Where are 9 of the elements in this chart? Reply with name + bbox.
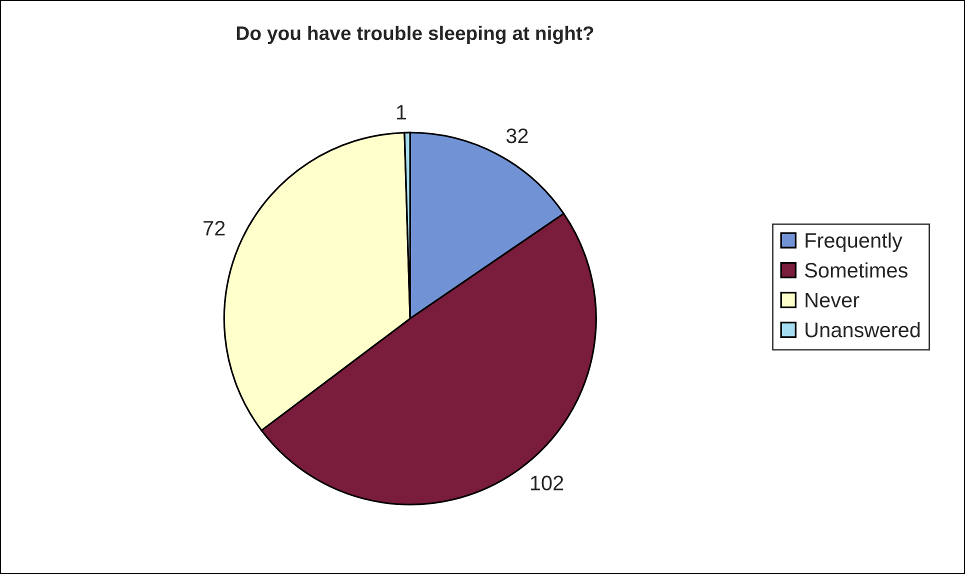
legend-label: Never — [806, 292, 860, 308]
data-label: 72 — [204, 220, 225, 236]
data-label: 32 — [506, 128, 528, 144]
data-label: 102 — [530, 476, 564, 490]
chart-title: Do you have trouble sleeping at night? — [236, 26, 594, 44]
legend-label: Unanswered — [806, 322, 920, 338]
legend-label: Sometimes — [804, 262, 908, 278]
data-label: 1 — [397, 105, 406, 120]
legend-label: Frequently — [806, 232, 902, 252]
